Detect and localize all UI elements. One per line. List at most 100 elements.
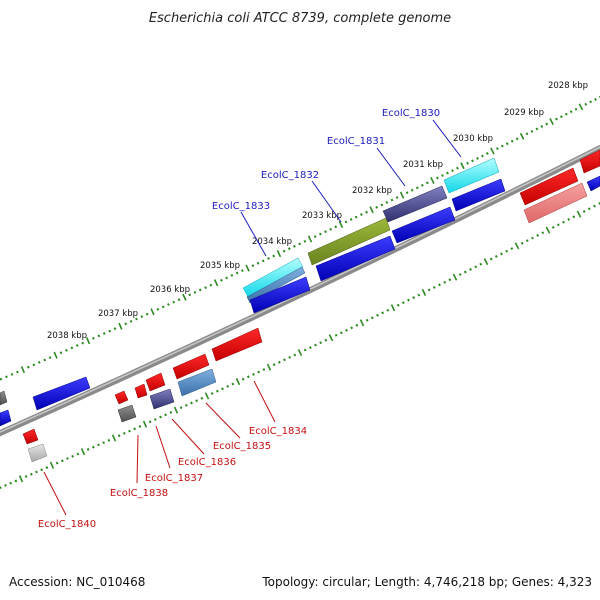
minor-tick <box>436 176 439 180</box>
gene-arrow[interactable] <box>307 217 391 266</box>
major-tick <box>80 448 86 456</box>
major-tick <box>245 264 250 272</box>
major-tick <box>369 206 374 214</box>
minor-tick <box>32 363 36 367</box>
gene-arrow[interactable] <box>22 428 39 445</box>
gene-label-ecolc-1832[interactable]: EcolC_1832 <box>261 170 319 181</box>
gene-arrow[interactable] <box>382 185 448 223</box>
minor-tick <box>463 270 467 274</box>
minor-tick <box>319 341 323 345</box>
gene-label-ecolc-1834[interactable]: EcolC_1834 <box>249 426 307 437</box>
gene-arrow[interactable] <box>443 157 500 194</box>
minor-tick <box>536 233 540 237</box>
minor-tick <box>417 293 421 297</box>
minor-tick <box>471 159 474 163</box>
minor-tick <box>510 139 514 143</box>
major-tick <box>359 319 365 327</box>
minor-tick <box>448 278 452 282</box>
minor-tick <box>446 171 449 175</box>
major-tick <box>576 210 582 218</box>
minor-tick <box>14 479 18 483</box>
minor-tick <box>395 196 399 199</box>
minor-tick <box>396 303 400 307</box>
leader-line <box>136 434 139 484</box>
minor-tick <box>386 308 390 312</box>
minor-tick <box>494 254 498 258</box>
gene-arrow[interactable] <box>242 257 304 298</box>
gene-arrow[interactable] <box>177 368 217 397</box>
minor-tick <box>531 236 534 240</box>
minor-tick <box>172 300 176 304</box>
minor-tick <box>345 328 348 332</box>
gene-arrow[interactable] <box>117 404 137 423</box>
minor-tick <box>16 370 19 374</box>
minor-tick <box>0 486 2 489</box>
minor-tick <box>91 445 95 449</box>
minor-tick <box>215 389 219 393</box>
major-tick <box>85 337 91 345</box>
gene-arrow[interactable] <box>451 178 506 212</box>
minor-tick <box>267 257 270 260</box>
gene-label-ecolc-1830[interactable]: EcolC_1830 <box>382 108 440 119</box>
gene-arrow[interactable] <box>27 443 48 463</box>
map-title: Escherichia coli ATCC 8739, complete gen… <box>149 11 451 26</box>
minor-tick <box>500 144 504 148</box>
gene-arrow[interactable] <box>145 372 166 392</box>
minor-tick <box>43 358 47 362</box>
minor-tick <box>540 125 544 128</box>
gene-arrow[interactable] <box>246 266 306 304</box>
minor-tick <box>140 315 144 319</box>
minor-tick <box>179 406 183 410</box>
minor-tick <box>380 203 384 207</box>
gene-label-ecolc-1838[interactable]: EcolC_1838 <box>110 488 168 499</box>
minor-tick <box>334 333 338 337</box>
minor-tick <box>287 247 291 251</box>
minor-tick <box>589 100 592 104</box>
gene-label-ecolc-1835[interactable]: EcolC_1835 <box>213 441 271 452</box>
gene-label-ecolc-1836[interactable]: EcolC_1836 <box>178 457 236 468</box>
gene-arrow[interactable] <box>0 390 8 406</box>
gene-arrow[interactable] <box>134 383 148 399</box>
gene-arrow[interactable] <box>149 388 175 410</box>
minor-tick <box>122 431 126 435</box>
minor-tick <box>520 241 524 245</box>
minor-tick <box>376 313 379 317</box>
minor-tick <box>318 232 322 236</box>
minor-tick <box>349 218 353 221</box>
minor-tick <box>65 348 68 352</box>
gene-arrow[interactable] <box>114 390 129 405</box>
minor-tick <box>272 254 276 258</box>
minor-tick <box>420 183 424 187</box>
minor-tick <box>593 204 596 208</box>
minor-tick <box>587 207 591 211</box>
gene-arrow[interactable] <box>519 167 579 206</box>
gene-label-ecolc-1840[interactable]: EcolC_1840 <box>38 519 96 530</box>
gene-arrow[interactable] <box>523 182 588 224</box>
major-tick <box>430 176 435 184</box>
gene-arrow[interactable] <box>172 353 210 380</box>
gene-arrow[interactable] <box>586 175 600 192</box>
minor-tick <box>188 293 192 297</box>
minor-tick <box>81 341 85 345</box>
minor-tick <box>425 181 429 185</box>
major-tick <box>514 242 520 250</box>
minor-tick <box>70 346 74 350</box>
gene-arrow[interactable] <box>32 376 91 411</box>
major-tick <box>213 279 219 287</box>
gene-arrow[interactable] <box>579 149 600 174</box>
minor-tick <box>525 239 529 243</box>
major-tick <box>173 406 179 414</box>
minor-tick <box>412 296 416 300</box>
minor-tick <box>350 326 354 330</box>
gene-arrow[interactable] <box>391 206 456 244</box>
gene-arrow[interactable] <box>249 276 311 314</box>
minor-tick <box>9 481 13 485</box>
gene-label-ecolc-1837[interactable]: EcolC_1837 <box>145 473 203 484</box>
gene-label-ecolc-1831[interactable]: EcolC_1831 <box>327 136 385 147</box>
minor-tick <box>282 249 286 253</box>
minor-tick <box>339 331 343 335</box>
gene-arrow[interactable] <box>315 235 396 282</box>
gene-arrow[interactable] <box>211 327 263 362</box>
gene-arrow[interactable] <box>0 409 12 427</box>
gene-label-ecolc-1833[interactable]: EcolC_1833 <box>212 201 270 212</box>
